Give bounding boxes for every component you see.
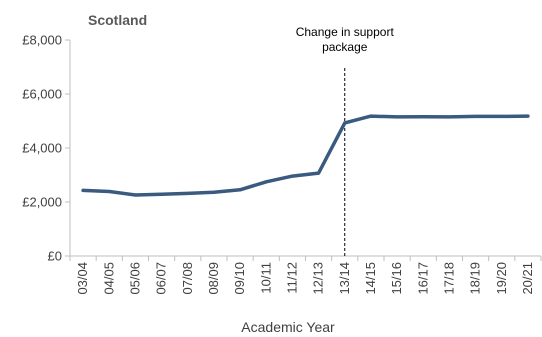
data-point: [317, 171, 321, 175]
x-axis: 03/04 04/05 05/06 06/07 07/08 08/09 09/10 10/11…: [69, 255, 542, 295]
x-tick-label: 13/14: [337, 262, 352, 295]
y-tick-label: £6,000: [22, 87, 62, 102]
x-tick-label: 09/10: [232, 262, 247, 295]
data-point: [160, 192, 164, 196]
data-point: [421, 115, 425, 119]
x-tick-label: 07/08: [180, 262, 195, 295]
y-tick-label: £2,000: [22, 195, 62, 210]
x-tick-label: 20/21: [520, 262, 535, 295]
x-tick-label: 19/20: [494, 262, 509, 295]
series-line: [81, 114, 530, 197]
data-point: [343, 121, 347, 125]
data-point: [474, 114, 478, 118]
data-point: [395, 115, 399, 119]
x-tick-label: 10/11: [258, 262, 273, 294]
data-point: [369, 114, 373, 118]
data-point: [447, 115, 451, 119]
x-tick-label: 12/13: [311, 262, 326, 295]
data-point: [264, 180, 268, 184]
x-tick-label: 16/17: [415, 262, 430, 295]
series-group: [81, 114, 530, 197]
y-tick-label: £8,000: [22, 33, 62, 48]
x-tick-label: 05/06: [127, 262, 142, 295]
x-tick-label: 11/12: [284, 262, 299, 294]
data-point: [186, 191, 190, 195]
y-tick-label: £0: [48, 249, 62, 264]
annotation-text-line: package: [322, 40, 368, 54]
x-axis-title: Academic Year: [241, 319, 335, 335]
x-tick-label: 15/16: [389, 262, 404, 295]
y-tick-label: £4,000: [22, 141, 62, 156]
annotation-text-line: Change in support: [296, 25, 395, 39]
x-tick-label: 04/05: [101, 262, 116, 295]
data-point: [238, 188, 242, 192]
y-axis: £0 £2,000 £4,000 £6,000 £8,000: [22, 33, 71, 264]
data-point: [500, 114, 504, 118]
data-point: [526, 114, 530, 118]
data-point: [212, 190, 216, 194]
x-tick-label: 17/18: [441, 262, 456, 295]
chart-title: Scotland: [88, 12, 147, 28]
data-point: [290, 174, 294, 178]
x-tick-label: 06/07: [154, 262, 169, 295]
x-tick-label: 03/04: [75, 262, 90, 295]
data-point: [81, 188, 85, 192]
data-point: [133, 193, 137, 197]
x-tick-label: 18/19: [468, 262, 483, 295]
x-tick-label: 14/15: [363, 262, 378, 295]
data-point: [107, 189, 111, 193]
x-tick-label: 08/09: [206, 262, 221, 295]
